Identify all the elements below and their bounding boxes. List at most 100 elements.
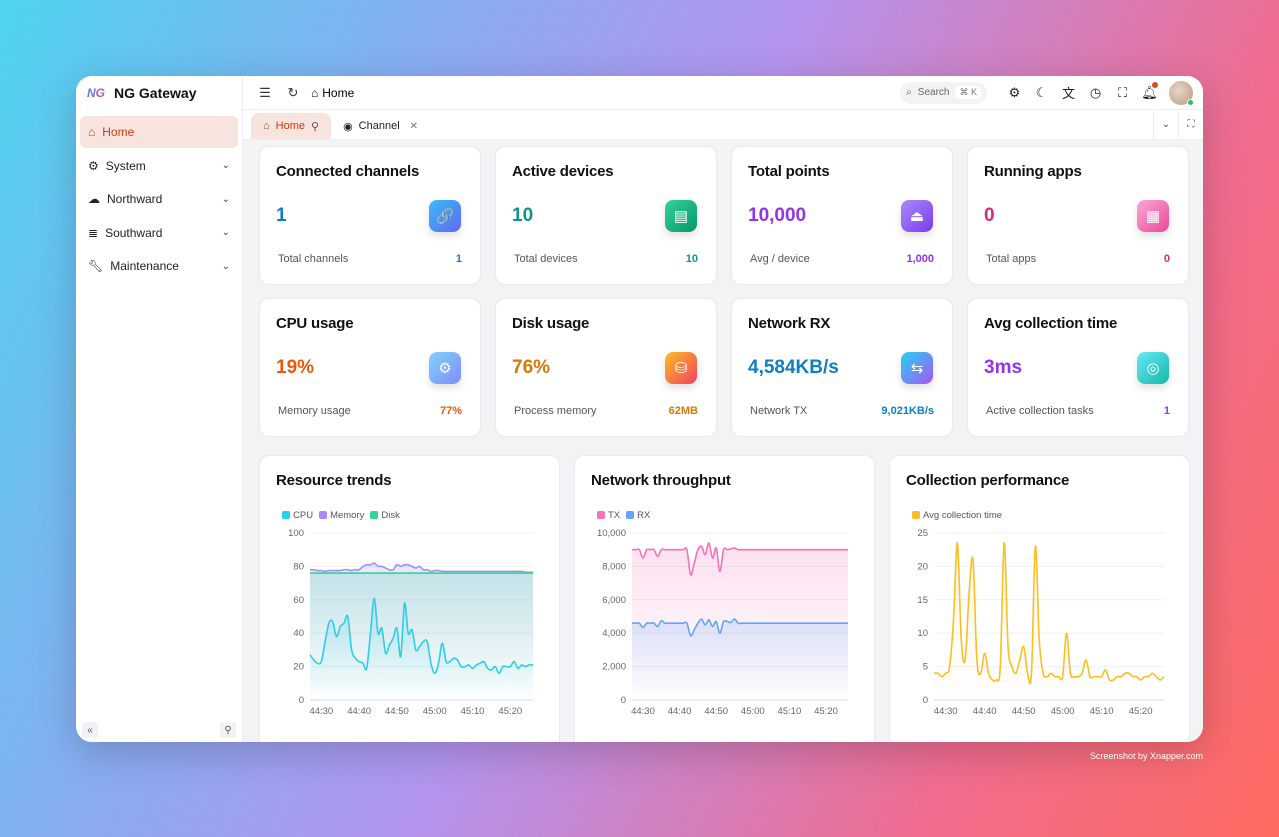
y-tick-label: 0 (923, 695, 928, 706)
y-tick-label: 2,000 (602, 662, 626, 673)
chart-plot: 0 2,000 4,000 6,000 8,000 10,000 44:30 44:40 44:… (597, 528, 848, 717)
stat-sub-value: 1 (1163, 405, 1170, 417)
y-tick-label: 25 (917, 528, 928, 539)
sidebar-item-maintenance[interactable]: 🔧︎ Maintenance ⌄ (80, 250, 238, 282)
notification-dot (1152, 81, 1158, 88)
sidebar-item-label: Maintenance (110, 259, 179, 273)
y-tick-label: 15 (917, 595, 928, 606)
chart-card: Resource trends CPU Memory Disk 0 20 40 60 80 100… (259, 455, 560, 742)
sidebar-item-northward[interactable]: ☁ Northward ⌄ (80, 183, 238, 215)
stat-card: Running apps 0 ▦ Total apps 0 (967, 146, 1189, 285)
stat-title: Network RX (748, 315, 831, 332)
home-icon: ⌂ (88, 125, 96, 139)
maximize-content-button[interactable]: ⛶ (1178, 110, 1203, 139)
transfer-icon: ⇆ (901, 352, 933, 384)
stat-sub-value: 10 (685, 253, 698, 265)
stat-value: 0 (984, 205, 995, 226)
stat-card: Active devices 10 ▤ Total devices 10 (495, 146, 717, 285)
chart-plot: 0 20 40 60 80 100 44:30 44:40 44:50 45:00 45:10 45:… (288, 528, 534, 717)
x-tick-label: 45:20 (498, 706, 522, 717)
legend-item[interactable]: CPU (282, 510, 313, 521)
sidebar-item-southward[interactable]: ≣ Southward ⌄ (80, 217, 238, 249)
translate-icon[interactable]: 文 (1061, 86, 1075, 101)
sidebar: NG NG Gateway ⌂ Home ⚙ System ⌄ ☁ Northward ⌄… (76, 76, 243, 742)
sidebar-item-label: Northward (107, 192, 163, 206)
x-tick-label: 44:40 (668, 706, 692, 717)
search-button[interactable]: ⌕ Search ⌘ K (900, 81, 987, 104)
stat-value: 3ms (984, 357, 1023, 378)
menu-toggle-icon[interactable]: ☰ (259, 84, 271, 100)
x-tick-label: 44:50 (385, 706, 409, 717)
legend-item[interactable]: Memory (319, 510, 364, 521)
tab-home[interactable]: ⌂ Home ⚲ (251, 113, 332, 139)
y-tick-label: 4,000 (602, 628, 626, 639)
x-tick-label: 44:50 (704, 706, 728, 717)
y-tick-label: 0 (299, 695, 304, 706)
y-tick-label: 80 (293, 561, 304, 572)
series-line-avg-collection-time[interactable] (933, 542, 1165, 685)
chart-title: Resource trends (276, 472, 392, 489)
stat-value: 19% (276, 357, 315, 378)
tab-channel[interactable]: ◉ Channel ✕ (343, 120, 419, 133)
legend-item[interactable]: RX (626, 510, 650, 521)
server-icon: ≣ (88, 225, 99, 240)
close-icon[interactable]: ✕ (409, 120, 419, 132)
stat-card: CPU usage 19% ⚙ Memory usage 77% (259, 298, 481, 437)
avatar[interactable] (1169, 80, 1194, 106)
chevron-down-icon: ⌄ (221, 193, 230, 205)
x-tick-label: 45:10 (1090, 706, 1114, 717)
legend-item[interactable]: Avg collection time (912, 510, 1002, 521)
notification-bell-icon[interactable]: 🔔︎ (1136, 81, 1163, 101)
legend-item[interactable]: TX (597, 510, 620, 521)
y-tick-label: 60 (293, 595, 304, 606)
breadcrumb[interactable]: ⌂ Home (311, 85, 355, 100)
brand[interactable]: NG NG Gateway (76, 76, 242, 110)
settings-icon[interactable]: ⚙ (1008, 84, 1021, 100)
stat-sub-label: Total devices (514, 253, 578, 265)
stat-sub-label: Active collection tasks (986, 405, 1094, 417)
refresh-icon[interactable]: ↻ (287, 84, 299, 100)
dark-mode-icon[interactable]: ☾ (1035, 84, 1048, 100)
collapse-sidebar-button[interactable]: « (82, 722, 98, 738)
stat-card: Total points 10,000 ⏏ Avg / device 1,000 (731, 146, 953, 285)
stat-card: Network RX 4,584KB/s ⇆ Network TX 9,021K… (731, 298, 953, 437)
y-tick-label: 8,000 (602, 561, 626, 572)
pin-icon[interactable]: ⚲ (311, 120, 320, 133)
stat-value: 10,000 (748, 205, 807, 226)
y-tick-label: 20 (917, 561, 928, 572)
stat-sub-label: Total channels (278, 253, 349, 265)
stat-sub-value: 1 (455, 253, 462, 265)
tabs-dropdown-button[interactable]: ⌄ (1153, 110, 1178, 139)
x-tick-label: 44:40 (973, 706, 997, 717)
stat-sub-label: Network TX (750, 405, 808, 417)
wrench-icon: 🔧︎ (88, 259, 104, 273)
eject-icon: ⏏ (901, 200, 933, 232)
y-tick-label: 0 (621, 695, 626, 706)
device-icon: ▤ (665, 200, 697, 232)
series-line-tx[interactable] (632, 542, 848, 576)
x-tick-label: 45:00 (741, 706, 765, 717)
sidebar-item-system[interactable]: ⚙ System ⌄ (80, 150, 238, 182)
sidebar-item-label: System (105, 158, 146, 173)
apps-icon: ▦ (1137, 200, 1169, 232)
stat-value: 4,584KB/s (748, 357, 839, 378)
chevron-down-icon: ⌄ (221, 227, 230, 238)
gears-icon: ⚙ (88, 158, 99, 173)
fullscreen-icon[interactable]: ⛶ (1117, 84, 1128, 100)
chart-title: Collection performance (906, 472, 1070, 489)
stat-title: Running apps (984, 163, 1082, 180)
link-icon: 🔗 (429, 200, 461, 232)
sidebar-item-label: Home (102, 125, 135, 139)
y-tick-label: 100 (288, 528, 304, 539)
legend-item[interactable]: Disk (370, 510, 400, 521)
chart-legend: TX RX (597, 510, 650, 521)
tab-bar: ⌂ Home ⚲ ◉ Channel ✕ ⌄ ⛶ (243, 110, 1203, 140)
timezone-icon[interactable]: ◷ (1089, 84, 1102, 100)
pin-sidebar-button[interactable]: ⚲ (220, 722, 236, 738)
stat-value: 1 (276, 205, 287, 226)
cpu-icon: ⚙ (429, 352, 461, 384)
sidebar-item-home[interactable]: ⌂ Home (80, 116, 238, 148)
stat-card: Avg collection time 3ms ◎ Active collect… (967, 298, 1189, 437)
series-line-memory[interactable] (309, 562, 533, 574)
series-line-rx[interactable] (631, 618, 848, 637)
